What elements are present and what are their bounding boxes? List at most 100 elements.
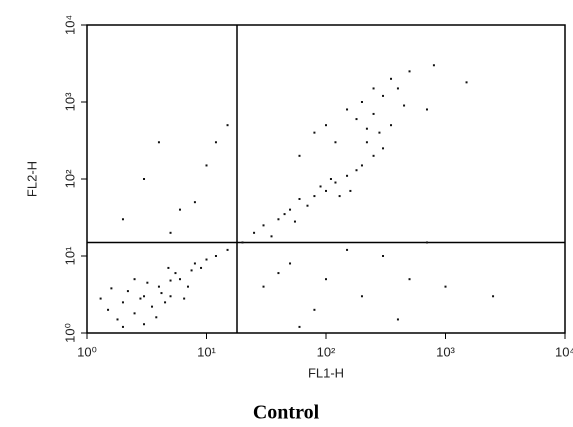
point — [372, 87, 375, 90]
x-tick-label: 10³ — [436, 344, 455, 359]
point — [157, 141, 160, 144]
point — [346, 174, 349, 177]
y-tick-label: 10² — [62, 169, 77, 188]
point — [306, 204, 309, 207]
point — [193, 262, 196, 265]
point — [382, 147, 385, 150]
point — [465, 81, 468, 84]
point — [325, 124, 327, 127]
chart-title: Control — [253, 402, 320, 424]
point — [262, 224, 265, 227]
point — [325, 189, 327, 192]
y-tick-label: 10⁰ — [62, 323, 77, 343]
point — [110, 287, 113, 290]
point — [325, 278, 327, 281]
point — [169, 295, 172, 298]
point — [396, 87, 399, 90]
x-tick-label: 10² — [317, 344, 336, 359]
x-tick-label: 10⁴ — [555, 344, 573, 359]
point — [133, 312, 136, 315]
point — [293, 220, 296, 223]
point — [396, 318, 399, 321]
point — [408, 278, 411, 281]
point — [382, 94, 385, 97]
point — [143, 178, 146, 180]
point — [157, 285, 160, 288]
point — [169, 231, 172, 234]
point — [329, 178, 332, 180]
point — [205, 258, 208, 261]
point — [226, 248, 229, 251]
point — [432, 64, 435, 67]
point — [160, 292, 163, 295]
point — [178, 278, 181, 281]
point — [372, 154, 375, 157]
point — [107, 308, 110, 311]
point — [360, 295, 363, 298]
point — [99, 297, 102, 300]
point — [313, 195, 316, 198]
point — [346, 108, 349, 111]
point — [214, 141, 217, 144]
point — [444, 285, 447, 288]
point — [360, 101, 363, 103]
point — [319, 185, 322, 188]
point — [289, 262, 292, 265]
point — [126, 290, 129, 293]
point — [241, 241, 244, 244]
point — [200, 266, 203, 269]
point — [143, 295, 146, 298]
point — [121, 301, 124, 304]
point — [183, 297, 186, 300]
point — [289, 208, 292, 211]
point — [262, 285, 265, 288]
point — [186, 285, 189, 288]
point — [355, 169, 358, 172]
point — [360, 164, 363, 167]
point — [205, 164, 208, 167]
x-tick-label: 10¹ — [197, 344, 216, 359]
point — [178, 208, 181, 211]
point — [338, 195, 341, 198]
point — [403, 104, 406, 107]
point — [164, 301, 167, 304]
point — [355, 118, 358, 121]
point — [382, 255, 385, 257]
x-axis-label: FL1-H — [308, 365, 344, 380]
point — [298, 325, 301, 328]
point — [390, 77, 393, 80]
y-tick-label: 10⁴ — [62, 15, 77, 35]
point — [190, 269, 193, 272]
point — [283, 213, 286, 216]
point — [425, 241, 428, 244]
point — [277, 218, 280, 221]
point — [121, 218, 124, 221]
point — [169, 279, 172, 282]
y-tick-label: 10³ — [62, 92, 77, 111]
point — [313, 131, 316, 134]
point — [226, 124, 229, 127]
point — [193, 201, 196, 204]
point — [298, 197, 301, 200]
y-axis-label: FL2-H — [24, 161, 39, 197]
point — [334, 181, 337, 184]
point — [139, 297, 142, 300]
point — [492, 295, 495, 298]
point — [365, 127, 368, 130]
point — [133, 278, 136, 281]
point — [277, 272, 280, 275]
point — [121, 325, 124, 328]
point — [143, 323, 146, 326]
point — [408, 70, 411, 73]
point — [167, 266, 170, 269]
point — [378, 131, 381, 134]
point — [334, 141, 337, 144]
point — [146, 281, 149, 284]
point — [174, 272, 177, 275]
point — [155, 316, 158, 319]
point — [372, 112, 375, 115]
point — [313, 308, 316, 311]
point — [214, 255, 217, 257]
point — [425, 108, 428, 111]
